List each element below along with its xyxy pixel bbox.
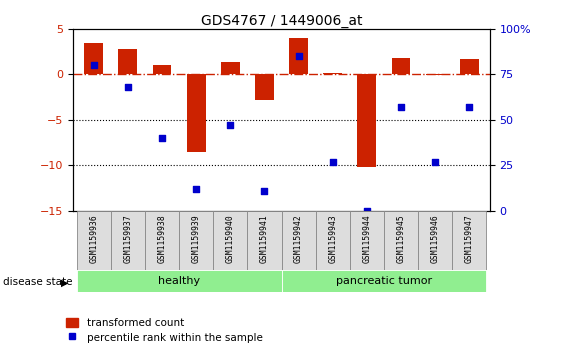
Point [396, 104, 405, 110]
Text: healthy: healthy [158, 276, 200, 286]
Bar [84, 43, 103, 74]
Point [158, 135, 167, 141]
Point [294, 53, 303, 59]
Bar [111, 211, 145, 270]
Bar [77, 270, 282, 292]
Bar [452, 211, 486, 270]
Bar [179, 211, 213, 270]
Bar [384, 211, 418, 270]
Point [465, 104, 474, 110]
Point [226, 122, 235, 128]
Bar [153, 65, 171, 74]
Text: GSM1159939: GSM1159939 [191, 214, 200, 263]
Text: GSM1159943: GSM1159943 [328, 214, 337, 263]
Bar [213, 211, 247, 270]
Text: GSM1159945: GSM1159945 [396, 214, 405, 263]
Text: GSM1159947: GSM1159947 [465, 214, 474, 263]
Bar [316, 211, 350, 270]
Point [89, 62, 98, 68]
Point [191, 186, 200, 192]
Text: ▶: ▶ [61, 277, 68, 287]
Point [260, 188, 269, 193]
Bar [282, 211, 316, 270]
Bar [460, 59, 479, 74]
Text: GSM1159936: GSM1159936 [89, 214, 98, 263]
Bar [282, 270, 486, 292]
Point [328, 159, 337, 164]
Bar [426, 74, 445, 76]
Text: GSM1159942: GSM1159942 [294, 214, 303, 263]
Bar [145, 211, 179, 270]
Point [431, 159, 440, 164]
Point [363, 208, 372, 213]
Legend: transformed count, percentile rank within the sample: transformed count, percentile rank withi… [61, 314, 266, 347]
Bar [77, 211, 111, 270]
Bar [358, 74, 376, 167]
Bar [418, 211, 452, 270]
Bar [289, 38, 308, 74]
Bar [221, 62, 240, 74]
Bar [247, 211, 282, 270]
Bar [323, 73, 342, 74]
Bar [392, 58, 410, 74]
Bar [187, 74, 205, 152]
Title: GDS4767 / 1449006_at: GDS4767 / 1449006_at [201, 14, 362, 28]
Point [123, 84, 132, 90]
Text: disease state: disease state [3, 277, 72, 287]
Bar [118, 49, 137, 74]
Text: GSM1159940: GSM1159940 [226, 214, 235, 263]
Text: GSM1159938: GSM1159938 [158, 214, 167, 263]
Bar [350, 211, 384, 270]
Text: GSM1159944: GSM1159944 [363, 214, 372, 263]
Text: GSM1159941: GSM1159941 [260, 214, 269, 263]
Text: GSM1159937: GSM1159937 [123, 214, 132, 263]
Bar [255, 74, 274, 100]
Text: pancreatic tumor: pancreatic tumor [336, 276, 432, 286]
Text: GSM1159946: GSM1159946 [431, 214, 440, 263]
